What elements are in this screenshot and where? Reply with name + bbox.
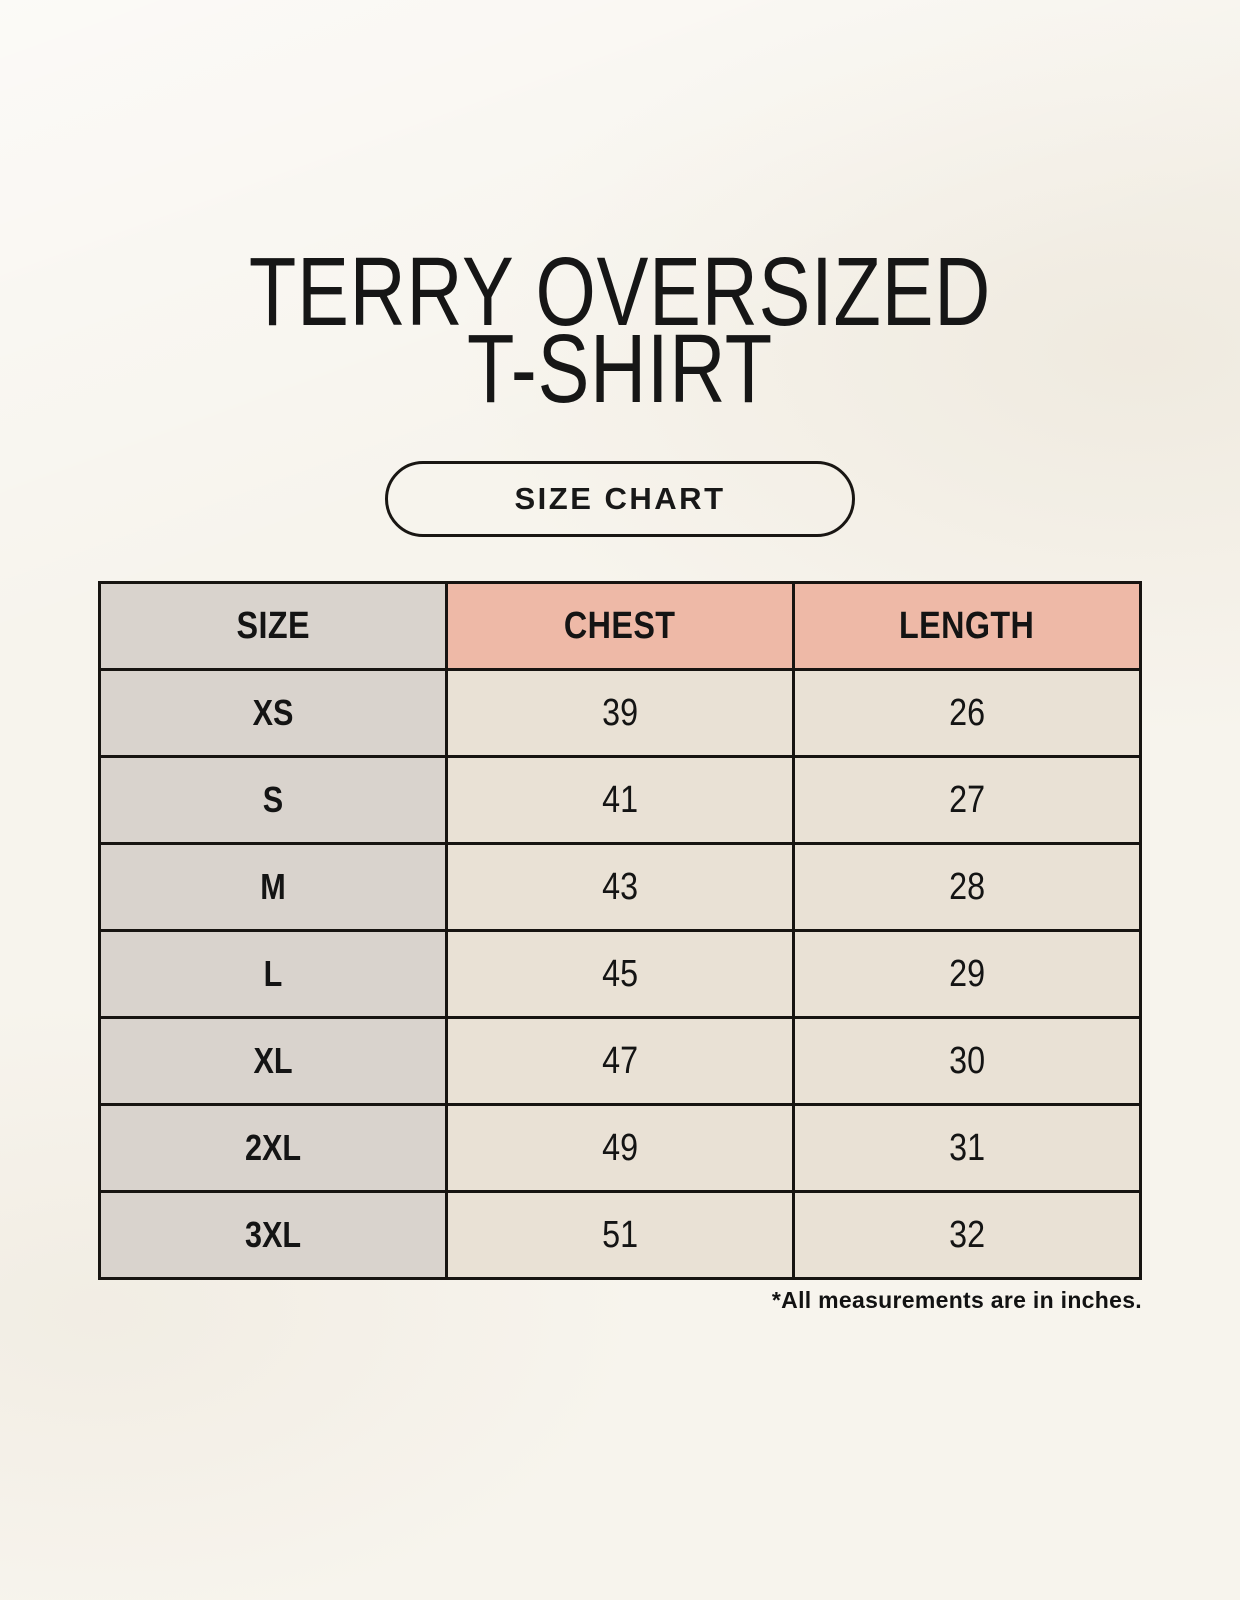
size-label-cell: XL — [98, 1016, 448, 1107]
size-label: XS — [252, 692, 294, 734]
chest-value: 47 — [602, 1039, 638, 1082]
chest-value-cell: 49 — [445, 1103, 795, 1194]
chest-value: 49 — [602, 1126, 638, 1169]
header-label-length: LENGTH — [899, 604, 1035, 647]
size-chart-table: SIZE CHEST LENGTH XS 39 26 S 41 27 M 43 … — [98, 581, 1142, 1281]
table-header-row: SIZE CHEST LENGTH — [98, 581, 1142, 672]
length-value: 29 — [949, 952, 985, 995]
chest-value-cell: 47 — [445, 1016, 795, 1107]
chest-value: 41 — [602, 778, 638, 821]
table-row-l: L 45 29 — [98, 929, 1142, 1020]
chest-value: 51 — [602, 1213, 638, 1256]
length-value-cell: 32 — [792, 1190, 1142, 1281]
footnote-row: *All measurements are in inches. — [98, 1287, 1142, 1314]
table-row-xl: XL 47 30 — [98, 1016, 1142, 1107]
header-cell-chest: CHEST — [445, 581, 795, 672]
chest-value-cell: 45 — [445, 929, 795, 1020]
footnote: *All measurements are in inches. — [771, 1287, 1142, 1314]
length-value: 31 — [949, 1126, 985, 1169]
chest-value: 45 — [602, 952, 638, 995]
header-label-chest: CHEST — [564, 604, 676, 647]
size-label: 3XL — [244, 1214, 302, 1256]
table-row-3xl: 3XL 51 32 — [98, 1190, 1142, 1281]
header-cell-size: SIZE — [98, 581, 448, 672]
length-value: 27 — [949, 778, 985, 821]
chest-value-cell: 41 — [445, 755, 795, 846]
page-title-line-1: TERRY OVERSIZED — [248, 237, 992, 346]
size-label: L — [263, 953, 283, 995]
chest-value-cell: 51 — [445, 1190, 795, 1281]
header-cell-length: LENGTH — [792, 581, 1142, 672]
length-value-cell: 26 — [792, 668, 1142, 759]
size-label: M — [260, 866, 286, 908]
table-row-2xl: 2XL 49 31 — [98, 1103, 1142, 1194]
header-label-size: SIZE — [236, 604, 310, 647]
page-title-line-2: T-SHIRT — [467, 313, 773, 423]
table-row-m: M 43 28 — [98, 842, 1142, 933]
size-label-cell: S — [98, 755, 448, 846]
length-value: 28 — [949, 865, 985, 908]
chest-value: 43 — [602, 865, 638, 908]
chest-value-cell: 43 — [445, 842, 795, 933]
page-title: TERRY OVERSIZED T-SHIRT — [124, 0, 1116, 423]
length-value-cell: 29 — [792, 929, 1142, 1020]
chest-value: 39 — [602, 691, 638, 734]
length-value: 32 — [949, 1213, 985, 1256]
size-label-cell: 3XL — [98, 1190, 448, 1281]
length-value: 26 — [949, 691, 985, 734]
length-value-cell: 31 — [792, 1103, 1142, 1194]
length-value-cell: 27 — [792, 755, 1142, 846]
size-label: 2XL — [244, 1127, 302, 1169]
size-label: XL — [253, 1040, 293, 1082]
length-value-cell: 28 — [792, 842, 1142, 933]
length-value: 30 — [949, 1039, 985, 1082]
size-label-cell: L — [98, 929, 448, 1020]
size-label: S — [262, 779, 284, 821]
length-value-cell: 30 — [792, 1016, 1142, 1107]
size-chart-button-label: SIZE CHART — [514, 481, 726, 517]
size-chart-button[interactable]: SIZE CHART — [385, 461, 855, 538]
size-label-cell: 2XL — [98, 1103, 448, 1194]
table-row-s: S 41 27 — [98, 755, 1142, 846]
size-label-cell: M — [98, 842, 448, 933]
chest-value-cell: 39 — [445, 668, 795, 759]
size-label-cell: XS — [98, 668, 448, 759]
table-row-xs: XS 39 26 — [98, 668, 1142, 759]
